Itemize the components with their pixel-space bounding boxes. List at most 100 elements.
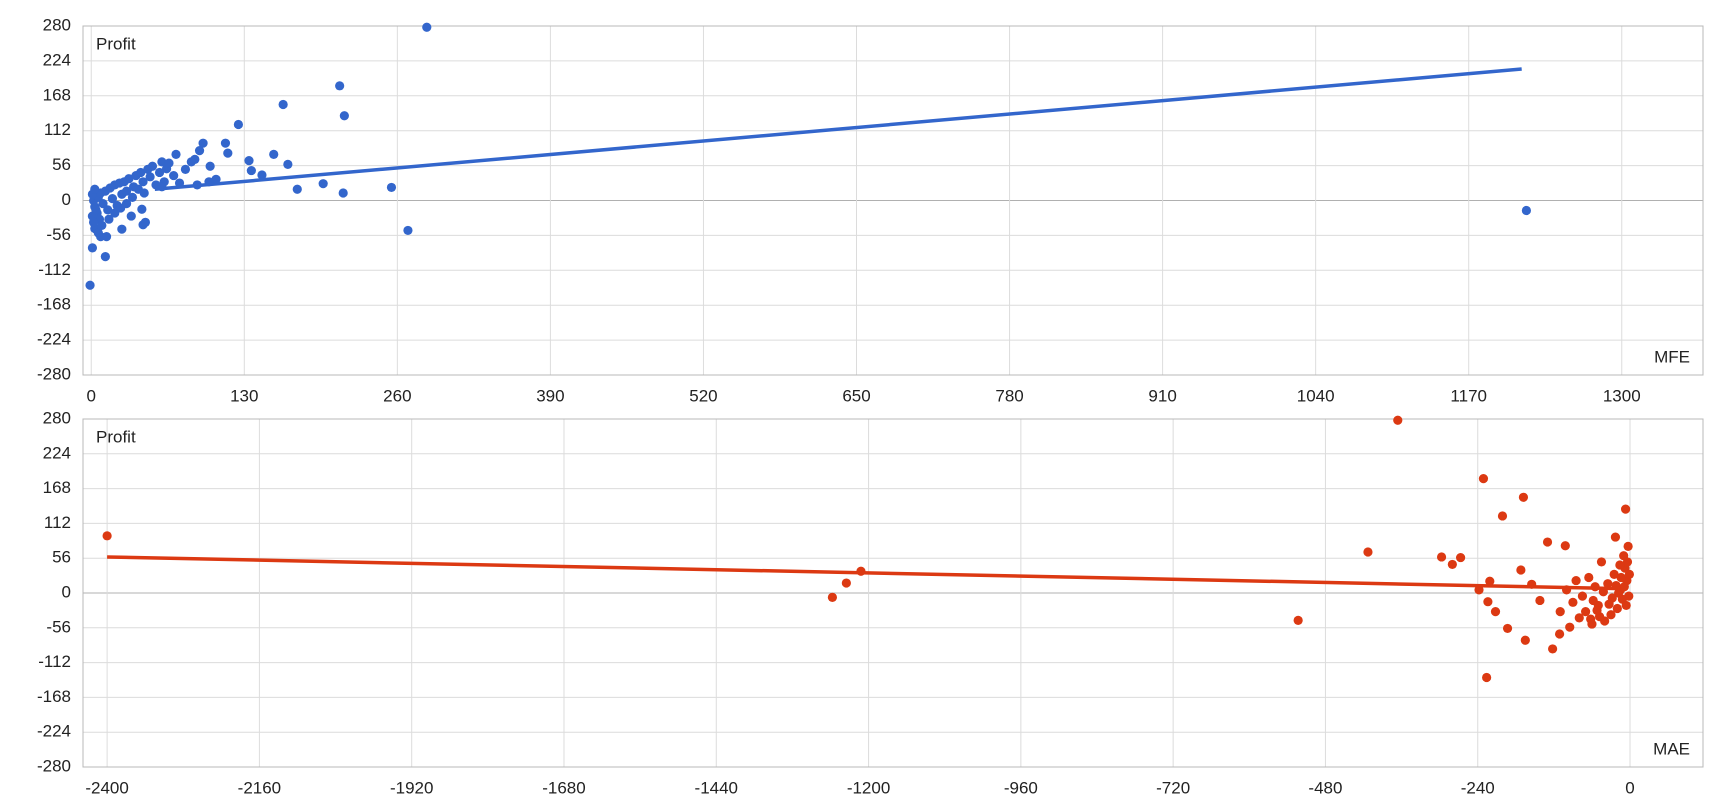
- data-point: [1586, 614, 1596, 624]
- y-tick-label: -224: [37, 722, 71, 741]
- data-point: [283, 159, 293, 169]
- data-point: [278, 99, 288, 110]
- data-point: [1596, 557, 1607, 567]
- y-tick-label: 280: [43, 15, 71, 34]
- data-point: [841, 578, 851, 588]
- data-point: [1619, 582, 1629, 592]
- y-axis-label: Profit: [96, 34, 136, 53]
- data-point: [1568, 597, 1578, 607]
- data-point: [104, 214, 114, 224]
- y-tick-label: 56: [52, 155, 71, 174]
- data-point: [139, 188, 149, 198]
- data-point: [1436, 552, 1447, 562]
- data-point: [318, 179, 328, 189]
- data-point: [98, 199, 108, 209]
- data-point: [403, 225, 413, 236]
- data-point: [127, 192, 138, 202]
- data-point: [101, 232, 112, 242]
- data-point: [1604, 599, 1614, 609]
- data-point: [1612, 603, 1622, 614]
- data-point: [1616, 572, 1626, 583]
- x-tick-label: 130: [230, 386, 258, 405]
- x-tick-label: 520: [689, 386, 717, 405]
- data-point: [102, 531, 112, 541]
- x-tick-label: 260: [383, 386, 411, 405]
- data-point: [220, 138, 231, 148]
- data-point: [1603, 579, 1613, 589]
- x-tick-label: -1440: [695, 778, 738, 797]
- y-tick-label: -112: [38, 652, 71, 671]
- x-tick-label: -1680: [542, 778, 585, 797]
- y-tick-label: 0: [62, 582, 71, 601]
- data-point: [1560, 541, 1570, 551]
- x-tick-label: -480: [1308, 778, 1342, 797]
- plot-frame: [82, 25, 1704, 376]
- data-point: [169, 170, 179, 181]
- data-point: [91, 205, 101, 215]
- data-point: [107, 194, 118, 204]
- data-point: [85, 280, 95, 290]
- data-point: [103, 205, 113, 215]
- data-point: [90, 184, 100, 194]
- x-axis-label: MFE: [1654, 347, 1690, 366]
- data-point: [422, 22, 432, 32]
- data-point: [121, 186, 132, 196]
- data-point: [1621, 600, 1631, 611]
- data-point: [233, 119, 244, 130]
- data-point: [180, 164, 191, 174]
- data-point: [1574, 613, 1584, 623]
- data-point: [338, 188, 348, 198]
- y-tick-label: -112: [38, 260, 71, 279]
- x-tick-label: -2400: [85, 778, 128, 797]
- data-point: [386, 182, 397, 193]
- data-point: [1520, 635, 1530, 645]
- y-tick-label: -224: [37, 330, 71, 349]
- data-point: [1555, 607, 1565, 617]
- data-point: [1393, 415, 1403, 425]
- trendline: [154, 67, 1522, 192]
- data-point: [1620, 504, 1631, 514]
- x-tick-label: -2160: [238, 778, 281, 797]
- data-point: [138, 177, 148, 187]
- x-tick-label: 0: [87, 386, 96, 405]
- plot-frame: [82, 418, 1704, 768]
- data-point: [292, 184, 302, 194]
- data-point: [1502, 623, 1513, 634]
- data-point: [827, 592, 838, 602]
- data-point: [1478, 474, 1489, 484]
- data-point: [171, 149, 181, 159]
- data-point: [1624, 569, 1634, 579]
- data-point: [1592, 605, 1602, 616]
- data-point: [164, 158, 174, 168]
- data-point: [1548, 644, 1558, 654]
- data-point: [1606, 610, 1616, 620]
- y-axis-label: Profit: [96, 427, 136, 446]
- data-point: [186, 157, 196, 167]
- data-point: [1482, 672, 1492, 683]
- data-point: [1615, 560, 1625, 570]
- data-point: [154, 167, 165, 178]
- data-point: [1624, 591, 1634, 601]
- data-point: [205, 161, 215, 171]
- data-point: [257, 170, 267, 180]
- x-axis-label: MAE: [1653, 739, 1690, 758]
- x-tick-label: -720: [1156, 778, 1190, 797]
- data-point: [126, 211, 136, 221]
- data-point: [140, 217, 150, 227]
- data-point: [1609, 569, 1619, 579]
- x-tick-label: -960: [1004, 778, 1038, 797]
- data-point: [1622, 557, 1633, 567]
- y-tick-label: 280: [43, 408, 71, 427]
- y-tick-label: 168: [43, 85, 71, 104]
- data-point: [136, 167, 146, 178]
- data-point: [117, 224, 127, 234]
- x-tick-label: 1300: [1603, 386, 1641, 405]
- y-tick-label: 112: [44, 120, 71, 139]
- data-point: [93, 228, 103, 238]
- y-tick-label: -280: [37, 364, 71, 383]
- data-point: [1581, 607, 1591, 617]
- data-point: [1516, 565, 1526, 575]
- x-tick-label: 1170: [1450, 386, 1487, 405]
- data-point: [1293, 615, 1303, 625]
- trendline: [107, 555, 1621, 591]
